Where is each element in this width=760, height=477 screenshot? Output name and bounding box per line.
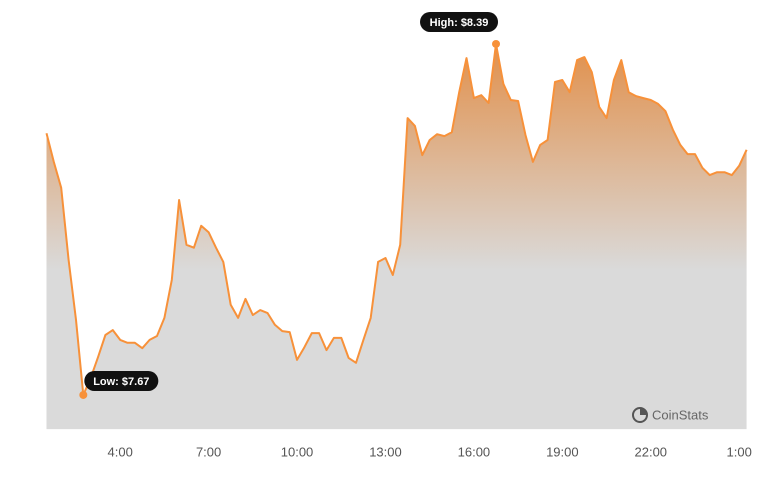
x-tick-label: 19:00 xyxy=(546,444,579,459)
x-tick-label: 13:00 xyxy=(369,444,402,459)
x-tick-label: 22:00 xyxy=(635,444,668,459)
annotation-box xyxy=(84,370,159,391)
watermark-logo xyxy=(632,407,648,423)
annotation-label: Low: $7.67 xyxy=(93,376,149,388)
x-tick-label: 16:00 xyxy=(458,444,491,459)
area xyxy=(46,44,747,430)
x-tick-label: 4:00 xyxy=(108,444,133,459)
x-tick-label: 10:00 xyxy=(281,444,314,459)
x-tick-label: 1:00 xyxy=(727,444,752,459)
x-tick-label: 7:00 xyxy=(196,444,221,459)
extreme-point xyxy=(492,39,501,48)
annotation-label: High: $8.39 xyxy=(430,17,489,29)
annotation: Low: $7.67 xyxy=(84,370,159,391)
line xyxy=(45,43,748,396)
annotation: High: $8.39 xyxy=(420,11,499,32)
extreme-point xyxy=(79,390,88,399)
watermark: CoinStats xyxy=(652,407,709,422)
annotation-box xyxy=(420,11,499,32)
